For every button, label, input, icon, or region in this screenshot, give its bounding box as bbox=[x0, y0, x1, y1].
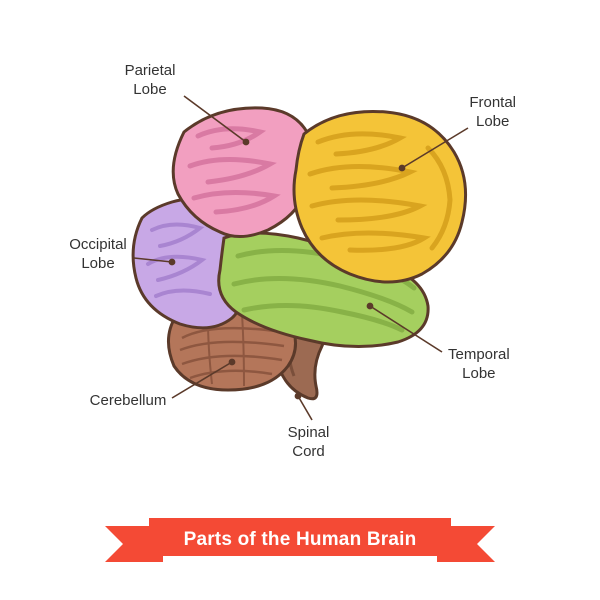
brain-illustration bbox=[112, 88, 472, 418]
label-spinal: SpinalCord bbox=[288, 424, 330, 462]
label-frontal: FrontalLobe bbox=[469, 94, 516, 132]
label-temporal: TemporalLobe bbox=[448, 346, 510, 384]
label-parietal: ParietalLobe bbox=[125, 62, 176, 100]
diagram-stage: ParietalLobe FrontalLobe OccipitalLobe T… bbox=[0, 0, 600, 600]
label-cerebellum: Cerebellum bbox=[90, 392, 167, 411]
title-banner: Parts of the Human Brain bbox=[0, 512, 600, 568]
parietal-region bbox=[173, 108, 314, 237]
label-occipital: OccipitalLobe bbox=[69, 236, 127, 274]
title-text: Parts of the Human Brain bbox=[105, 512, 495, 568]
